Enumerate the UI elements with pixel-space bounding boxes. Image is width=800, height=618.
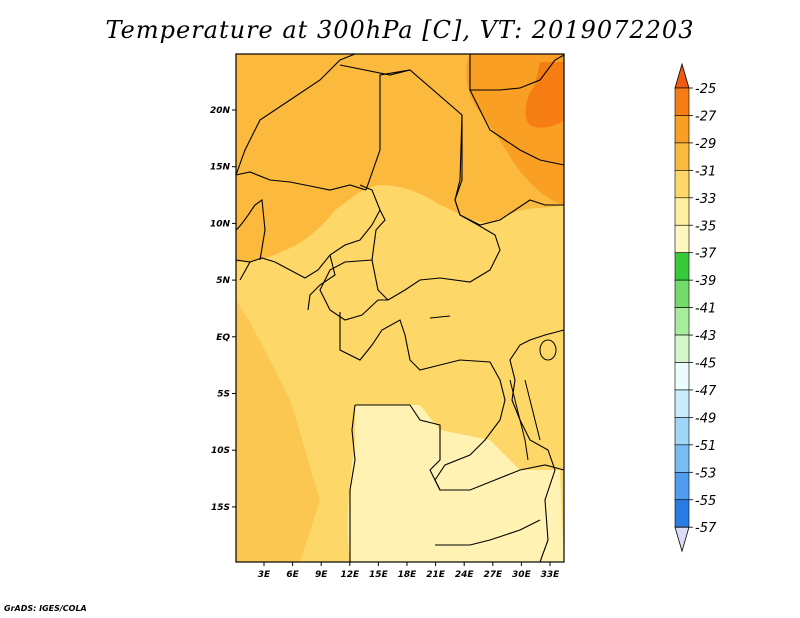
colorbar-swatch — [674, 170, 690, 199]
colorbar-swatch — [674, 444, 690, 473]
colorbar: -25 -27 -29 -31 -33 -35 -37 -39 -41 -43 -45 -47 -49 -… — [674, 62, 717, 553]
temperature-field-pale — [347, 405, 564, 562]
lon-tick-label: 3E — [258, 570, 271, 580]
colorbar-swatch — [674, 471, 690, 501]
lat-tick-label: 15S — [211, 503, 230, 513]
longitude-axis: 3E 6E 9E 12E 15E 18E 21E 24E 27E 30E 33E — [258, 562, 560, 580]
colorbar-label: -47 — [695, 384, 717, 399]
colorbar-label: -55 — [695, 494, 716, 509]
temperature-field-red — [525, 62, 564, 128]
colorbar-swatch — [674, 389, 690, 418]
colorbar-label: -41 — [695, 302, 716, 317]
colorbar-label: -31 — [695, 164, 716, 179]
lon-tick-label: 30E — [512, 570, 532, 580]
map-panel — [235, 53, 565, 563]
colorbar-label: -25 — [695, 82, 716, 97]
lakes — [429, 315, 557, 461]
colorbar-label: -51 — [695, 439, 716, 454]
lon-tick-label: 6E — [286, 570, 299, 580]
colorbar-label: -45 — [695, 357, 716, 372]
map-title: Temperature at 300hPa [C], VT: 201907220… — [105, 16, 695, 44]
colorbar-label: -35 — [695, 219, 716, 234]
colorbar-swatch — [674, 115, 690, 144]
lat-tick-label: 15N — [210, 163, 231, 173]
lat-tick-label: 5N — [216, 276, 230, 286]
colorbar-label: -43 — [695, 329, 716, 344]
lat-tick-label: EQ — [216, 333, 230, 343]
lon-tick-label: 15E — [369, 570, 389, 580]
lon-tick-label: 27E — [483, 570, 503, 580]
colorbar-label: -33 — [695, 192, 716, 207]
colorbar-label: -49 — [695, 411, 716, 426]
lat-tick-label: 10S — [211, 446, 230, 456]
latitude-axis: 20N 15N 10N 5N EQ 5S 10S 15S — [210, 106, 236, 513]
colorbar-label: -39 — [695, 274, 716, 289]
colorbar-swatch — [674, 142, 690, 171]
colorbar-swatch — [674, 417, 690, 446]
colorbar-swatch — [674, 197, 690, 226]
colorbar-label: -29 — [695, 137, 716, 152]
map-frame — [235, 53, 565, 563]
colorbar-bottom-arrow — [674, 526, 690, 553]
colorbar-label: -27 — [695, 109, 717, 124]
temperature-field-lightyellow — [236, 300, 320, 562]
country-borders — [235, 53, 565, 563]
colorbar-swatch — [674, 334, 690, 363]
colorbar-swatch — [674, 362, 690, 391]
lon-tick-label: 21E — [426, 570, 446, 580]
lon-tick-label: 24E — [455, 570, 475, 580]
colorbar-swatch — [674, 252, 690, 281]
lon-tick-label: 12E — [340, 570, 360, 580]
lat-tick-label: 20N — [210, 106, 231, 116]
lat-tick-label: 10N — [210, 219, 231, 229]
colorbar-swatch — [674, 87, 690, 116]
colorbar-swatch — [674, 499, 690, 528]
colorbar-swatch — [674, 224, 690, 254]
colorbar-label: -57 — [695, 521, 717, 536]
colorbar-label: -53 — [695, 466, 716, 481]
colorbar-swatch — [674, 279, 690, 308]
lon-tick-label: 18E — [398, 570, 418, 580]
colorbar-swatch — [674, 307, 690, 336]
colorbar-label: -37 — [695, 247, 717, 262]
colorbar-top-arrow — [674, 62, 690, 89]
lon-tick-label: 33E — [541, 570, 561, 580]
credit-label: GrADS: IGES/COLA — [4, 604, 87, 613]
lat-tick-label: 5S — [217, 390, 230, 400]
lon-tick-label: 9E — [315, 570, 328, 580]
